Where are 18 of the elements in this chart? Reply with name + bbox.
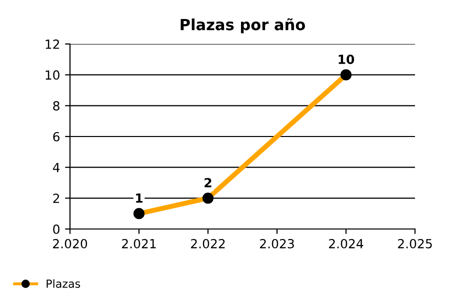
x-tick-label: 2.020 <box>53 238 88 248</box>
x-tick-label: 2.024 <box>329 238 364 248</box>
y-tick-label: 2 <box>53 194 60 203</box>
data-label: 2 <box>204 178 212 188</box>
y-tick-label: 4 <box>52 162 60 172</box>
y-tick-label: 12 <box>46 39 60 49</box>
y-tick-label: 6 <box>53 132 60 142</box>
legend-label: Plazas <box>46 279 80 288</box>
y-tick-label: 8 <box>53 101 60 111</box>
x-tick-label: 2.022 <box>191 238 225 248</box>
y-tick-label: 10 <box>46 70 60 80</box>
data-label: 1 <box>136 194 142 203</box>
x-tick-label: 2.025 <box>398 238 432 248</box>
x-tick-label: 2.023 <box>260 238 294 248</box>
x-tick-label: 2.021 <box>122 238 156 248</box>
chart-title: Plazas por año <box>180 18 306 34</box>
y-tick-label: 0 <box>53 224 60 234</box>
data-label: 10 <box>338 54 354 64</box>
